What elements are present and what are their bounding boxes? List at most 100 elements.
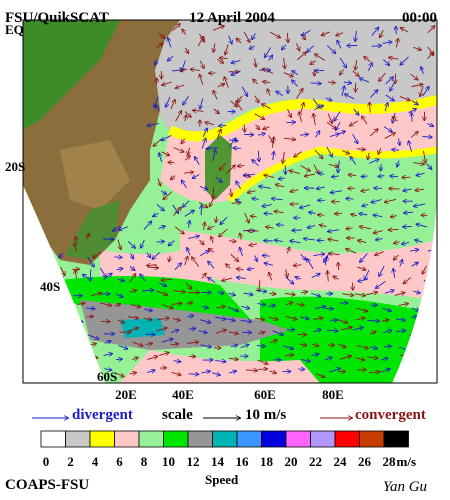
wind-arrow <box>329 368 340 373</box>
wind-arrow <box>216 129 221 140</box>
wind-arrow <box>426 163 432 170</box>
wind-arrow <box>188 328 196 329</box>
wind-arrow <box>201 371 210 373</box>
wind-arrow <box>351 214 358 216</box>
wind-arrow <box>343 82 351 83</box>
wind-arrow <box>422 87 429 96</box>
wind-arrow <box>269 293 275 294</box>
wind-arrow <box>314 105 323 111</box>
wind-arrow <box>132 357 138 359</box>
wind-arrow <box>208 226 215 229</box>
wind-arrow <box>147 370 155 372</box>
wind-arrow <box>342 86 344 97</box>
wind-arrow <box>228 35 232 44</box>
wind-arrow <box>268 317 278 320</box>
wind-arrow <box>269 55 273 61</box>
wind-arrow <box>143 221 152 230</box>
wind-arrow <box>209 199 214 207</box>
wind-arrow <box>392 117 398 122</box>
wind-arrow <box>337 41 342 49</box>
wind-arrow <box>202 128 207 138</box>
wind-arrow <box>243 31 250 42</box>
wind-arrow <box>427 52 434 59</box>
wind-arrow <box>73 368 83 372</box>
colorbar-label: 10 <box>162 454 175 469</box>
wind-arrow <box>174 226 184 234</box>
wind-arrow <box>338 131 345 134</box>
wind-arrow <box>315 373 325 378</box>
wind-arrow <box>201 274 206 279</box>
wind-arrow <box>24 269 36 270</box>
wind-arrow <box>371 46 381 47</box>
wind-arrow <box>230 253 239 261</box>
wind-arrow <box>272 137 274 148</box>
wind-arrow <box>229 371 236 373</box>
wind-arrow <box>320 225 327 227</box>
region <box>120 350 320 383</box>
wind-arrow <box>83 274 89 279</box>
wind-arrow <box>185 282 192 289</box>
wind-arrow <box>161 134 172 140</box>
region <box>167 95 437 142</box>
colorbar-box <box>89 430 115 448</box>
wind-arrow <box>187 315 193 316</box>
wind-arrow <box>390 176 399 177</box>
wind-arrow <box>346 249 357 254</box>
wind-arrow <box>332 176 339 177</box>
wind-arrow <box>326 146 332 157</box>
wind-arrow <box>248 191 256 193</box>
legend-scale: scale <box>162 407 193 423</box>
wind-arrow <box>227 306 239 311</box>
wind-arrow <box>355 30 356 42</box>
africa-veg <box>23 20 120 130</box>
wind-arrow <box>339 356 351 360</box>
wind-arrow <box>240 233 242 240</box>
wind-arrow <box>283 138 295 140</box>
wind-arrow <box>220 162 227 170</box>
wind-arrow <box>60 277 63 283</box>
wind-arrow <box>258 369 267 370</box>
wind-arrow <box>361 176 368 177</box>
wind-arrow <box>127 241 135 248</box>
wind-arrow <box>171 175 176 180</box>
wind-arrow <box>228 358 238 359</box>
wind-arrow <box>247 268 255 269</box>
map-frame <box>22 19 438 384</box>
wind-arrow <box>371 199 382 203</box>
wind-arrow <box>156 105 159 112</box>
wind-arrow <box>145 334 154 335</box>
wind-arrow <box>384 290 394 294</box>
wind-arrow <box>276 91 284 96</box>
colorbar-label: 2 <box>67 454 74 469</box>
wind-arrow <box>169 240 175 245</box>
wind-arrow <box>373 215 383 217</box>
colorbar-box <box>212 430 238 448</box>
wind-arrow <box>254 95 259 103</box>
legend-convergent: convergent <box>355 407 426 423</box>
wind-arrow <box>275 240 283 242</box>
colorbar-box <box>65 430 91 448</box>
wind-arrow <box>180 69 188 71</box>
wind-arrow <box>423 279 433 288</box>
wind-arrow <box>269 340 277 343</box>
wind-arrow <box>423 306 430 308</box>
wind-arrow <box>173 147 184 152</box>
wind-arrow <box>172 303 182 304</box>
wind-arrow <box>174 263 182 271</box>
wind-arrow <box>326 45 335 54</box>
wind-arrow <box>279 178 285 179</box>
colorbar-box <box>236 430 262 448</box>
wind-arrow <box>86 316 93 317</box>
wind-arrow <box>198 331 207 333</box>
wind-arrow <box>299 134 308 135</box>
wind-arrow <box>215 361 225 362</box>
colorbar-box <box>40 430 66 448</box>
wind-arrow <box>185 115 187 122</box>
wind-arrow <box>385 77 393 85</box>
wind-arrow <box>193 110 204 111</box>
wind-arrow <box>188 221 189 228</box>
wind-arrow <box>338 319 347 323</box>
wind-arrow <box>352 327 364 330</box>
wind-arrow <box>277 225 284 226</box>
wind-arrow <box>86 234 89 240</box>
